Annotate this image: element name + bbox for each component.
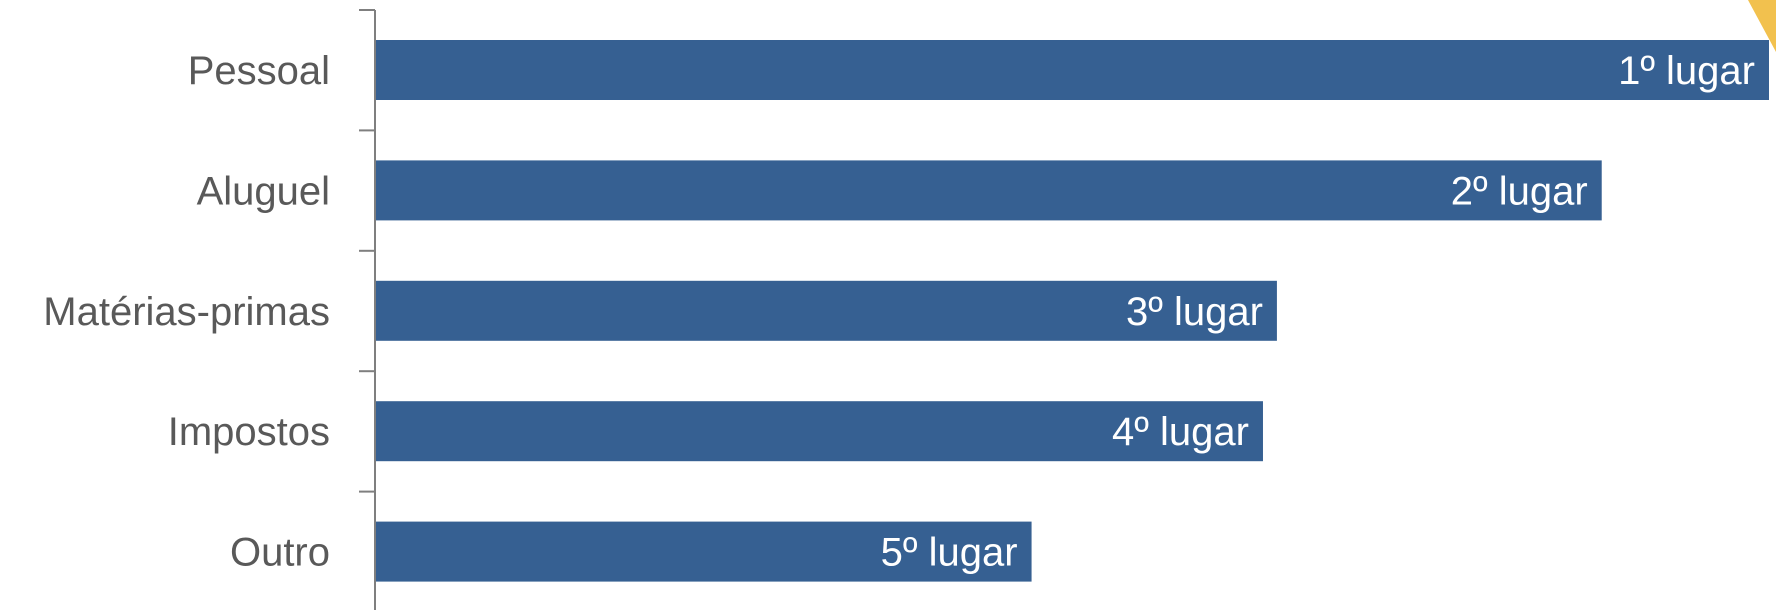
bar-data-label: 3º lugar (1126, 290, 1263, 334)
bar-data-label: 4º lugar (1112, 410, 1249, 454)
bar-data-label: 2º lugar (1451, 169, 1588, 213)
category-label: Outro (230, 531, 330, 575)
axis-ticks (359, 9, 375, 493)
bars-group: Pessoal 1º lugar Aluguel 2º lugar Matérias-p… (43, 40, 1769, 582)
bar-3 (376, 401, 1263, 462)
bar-1 (376, 160, 1602, 221)
category-label: Aluguel (197, 169, 330, 213)
bar-2 (376, 280, 1277, 341)
corner-accent-shape (1748, 0, 1776, 52)
bar-data-label: 5º lugar (881, 531, 1018, 575)
category-label: Impostos (168, 410, 330, 454)
bar-data-label: 1º lugar (1618, 49, 1755, 93)
category-label: Matérias-primas (43, 290, 330, 334)
category-label: Pessoal (188, 49, 330, 93)
bar-4 (376, 521, 1032, 582)
bar-0 (376, 40, 1769, 100)
